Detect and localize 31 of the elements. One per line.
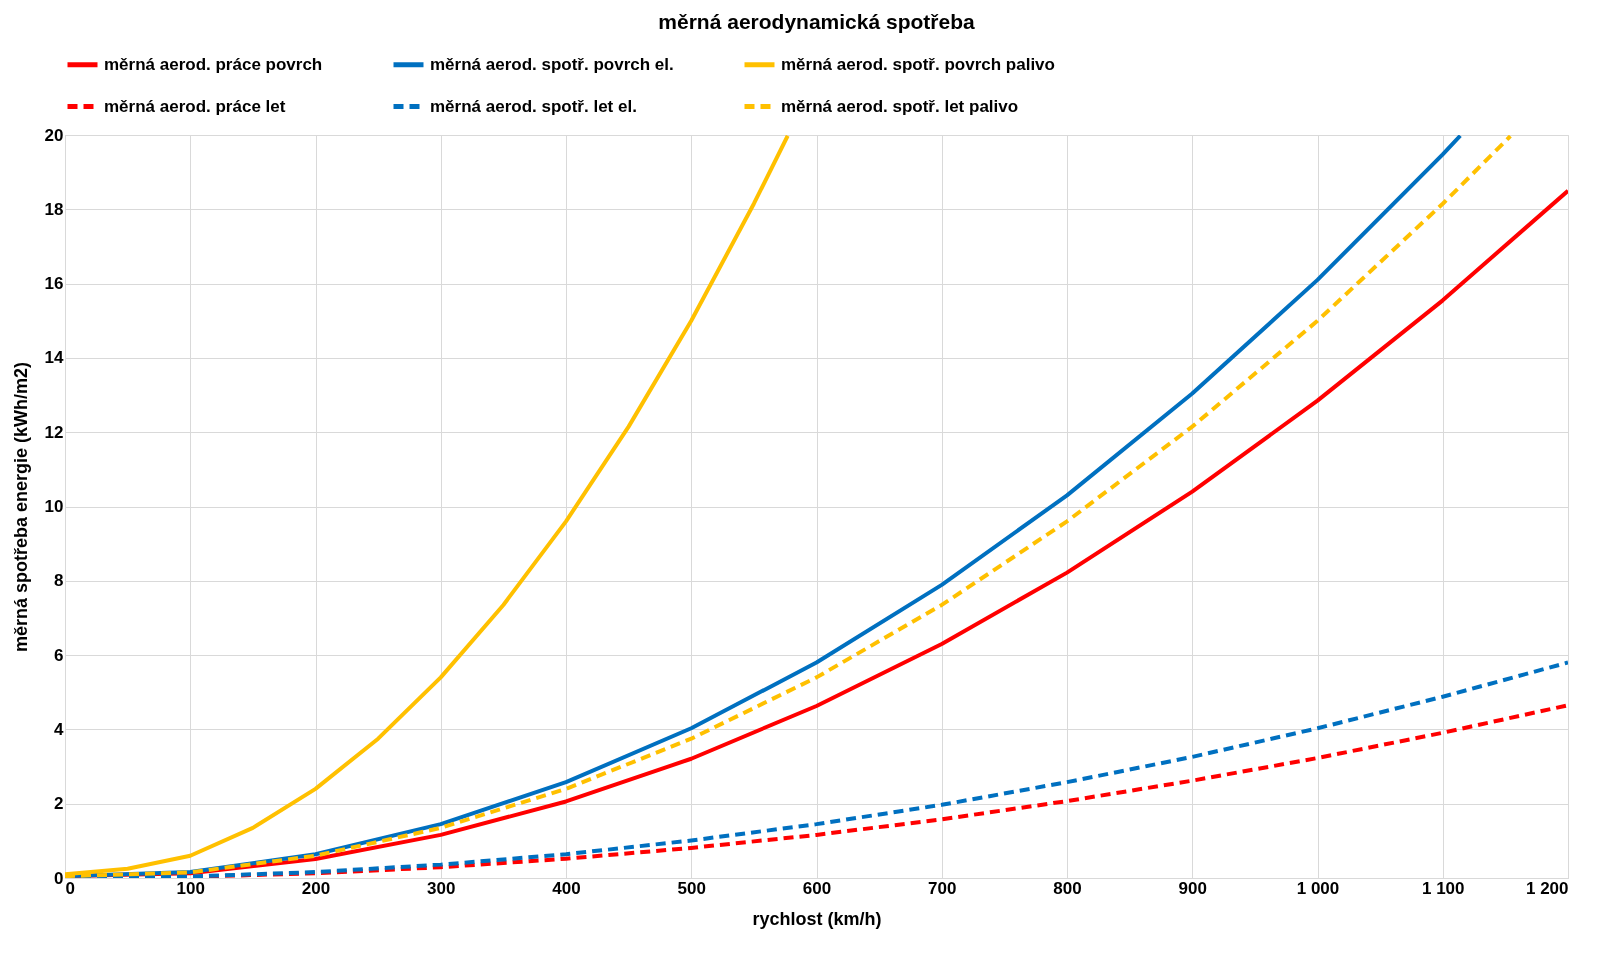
y-tick-label: 12: [44, 422, 64, 442]
legend-label: měrná aerod. práce let: [104, 96, 286, 116]
y-tick-label: 18: [44, 199, 64, 219]
y-tick-label: 6: [54, 645, 64, 665]
x-tick-label: 500: [677, 878, 706, 898]
x-axis-title: rychlost (km/h): [752, 908, 882, 929]
x-tick-label: 1 200: [1525, 878, 1569, 898]
x-tick-label: 800: [1053, 878, 1082, 898]
y-axis-title: měrná spotřeba energie (kWh/m2): [10, 361, 31, 653]
y-tick-label: 14: [44, 348, 65, 368]
y-tick-label: 2: [54, 794, 64, 814]
legend-label: měrná aerod. spotř. let palivo: [781, 96, 1019, 116]
chart-title: měrná aerodynamická spotřeba: [658, 10, 975, 33]
x-tick-label: 900: [1178, 878, 1207, 898]
x-tick-label: 300: [427, 878, 456, 898]
x-tick-label: 600: [802, 878, 832, 898]
legend-label: měrná aerod. spotř. povrch el.: [430, 54, 674, 74]
x-tick-label: 700: [928, 878, 957, 898]
x-tick-label: 100: [176, 878, 205, 898]
x-tick-label: 1 100: [1421, 878, 1465, 898]
legend-label: měrná aerod. spotř. let el.: [430, 96, 637, 116]
x-tick-label: 1 000: [1296, 878, 1340, 898]
legend-label: měrná aerod. práce povrch: [104, 54, 323, 74]
x-tick-label: 200: [301, 878, 331, 898]
y-tick-label: 10: [44, 497, 64, 516]
y-tick-label: 8: [54, 571, 64, 591]
y-tick-label: 16: [44, 274, 64, 294]
legend-label: měrná aerod. spotř. povrch palivo: [781, 54, 1055, 74]
x-tick-label: 400: [552, 878, 581, 898]
y-tick-label: 4: [54, 719, 65, 739]
y-tick-label: 20: [44, 125, 64, 145]
